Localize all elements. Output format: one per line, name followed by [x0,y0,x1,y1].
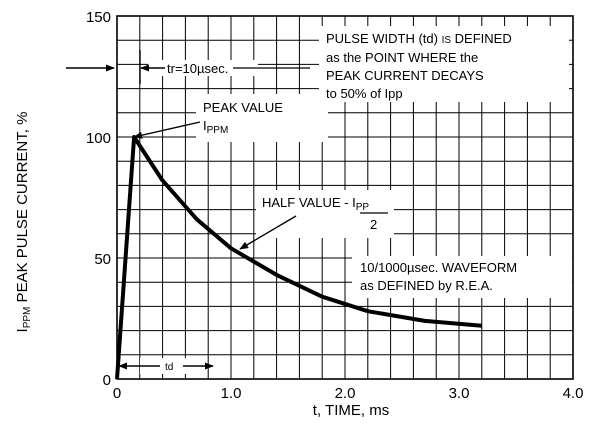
td-label: td [165,362,173,373]
x-tick-label: 0 [113,385,121,402]
y-tick-label: 50 [94,251,111,268]
y-tick-label: 150 [86,9,111,26]
x-tick-label: 4.0 [563,385,584,402]
tr-label: tr=10µsec. [167,61,228,76]
peak-value-label: PEAK VALUE [203,100,283,115]
y-tick-label: 100 [86,130,111,147]
td-note-box [140,358,204,374]
x-tick-label: 1.0 [221,385,242,402]
peak-value-note-box [196,94,328,142]
waveform-note-line-2: as DEFINED by R.E.A. [360,278,493,293]
pulse-waveform-line [115,135,482,380]
waveform-note-line-1: 10/1000µsec. WAVEFORM [360,260,517,275]
plot-frame [116,15,574,380]
x-tick-label: 2.0 [335,385,356,402]
pulse-width-note-line-4: to 50% of Ipp [326,86,403,101]
pulse-width-note-line-1: PULSE WIDTH (td) IS DEFINED [326,31,512,46]
half-value-note-box [256,190,394,238]
y-axis-label: IPPM PEAK PULSE CURRENT, % [14,112,33,333]
pulse-width-note-line-3: PEAK CURRENT DECAYS [326,68,484,83]
peak-value-arrow [133,121,201,139]
y-tick-label: 0 [103,372,111,389]
half-value-arrow [239,215,297,250]
tr-note-box [148,60,258,76]
pulse-width-note-line-2: as the POINT WHERE the [326,50,478,65]
y-tick-labels: 0 50 100 150 [86,9,111,389]
waveform-note-box [352,256,572,298]
half-value-label: HALF VALUE - IPP [262,195,369,213]
half-value-denominator: 2 [370,217,377,232]
x-tick-labels: 0 1.0 2.0 3.0 4.0 [113,385,584,402]
pulse-width-note-box [319,26,569,102]
x-tick-label: 3.0 [449,385,470,402]
peak-value-symbol: IPPM [203,118,228,136]
x-axis-label: t, TIME, ms [313,402,389,419]
